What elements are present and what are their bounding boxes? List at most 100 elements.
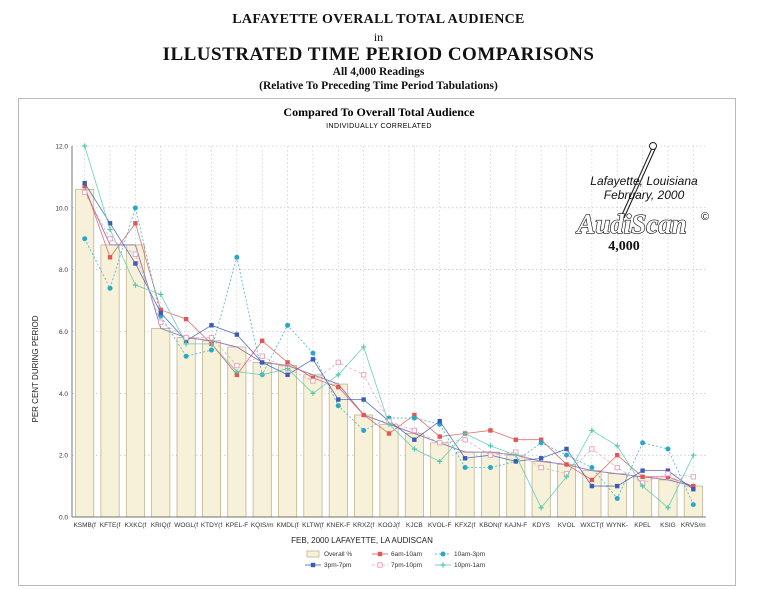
legend-label: 10am-3pm	[454, 551, 485, 558]
x-tick-label: KQIS/m	[251, 522, 274, 529]
x-tick-label: KMDL(f	[277, 522, 299, 529]
x-tick-label: KNEK-F	[326, 522, 350, 529]
legend-marker	[377, 551, 383, 557]
data-point	[437, 440, 443, 446]
legend-label: 7pm-10pm	[391, 562, 422, 569]
data-point	[132, 251, 139, 257]
x-tick-label: KRXZ(f	[353, 522, 375, 529]
data-point	[412, 412, 417, 418]
data-point	[513, 459, 518, 464]
data-point	[234, 332, 240, 337]
data-point	[158, 319, 164, 325]
data-point	[158, 307, 163, 313]
data-point	[183, 353, 189, 359]
data-point	[487, 465, 493, 471]
data-point	[285, 372, 290, 377]
data-point	[564, 446, 569, 452]
data-point	[183, 335, 189, 341]
x-tick-label: KFTE(f	[100, 522, 121, 529]
bar	[607, 473, 627, 518]
data-point	[437, 458, 443, 464]
x-tick-label: KRIQ(f	[151, 522, 171, 529]
data-point	[615, 452, 620, 458]
data-point	[234, 369, 240, 375]
legend-marker	[440, 551, 446, 557]
data-point	[310, 375, 316, 381]
data-point	[132, 205, 138, 211]
bar	[404, 433, 424, 518]
data-point	[614, 495, 620, 501]
data-point	[107, 285, 113, 291]
data-point	[107, 221, 113, 226]
data-point	[133, 221, 138, 226]
data-point	[234, 362, 240, 369]
location-text: Lafayette, Louisiana	[590, 174, 698, 188]
data-point	[183, 338, 189, 343]
data-point	[107, 236, 113, 242]
data-point	[310, 350, 316, 356]
data-point	[462, 456, 468, 461]
x-tick-label: KFXZ(f	[455, 522, 476, 529]
x-tick-label: KSMB(f	[73, 522, 96, 529]
data-point	[538, 464, 544, 471]
x-tick-label: KXKC(f	[125, 522, 147, 529]
data-point	[107, 226, 113, 233]
chart-subtitle: INDIVIDUALLY CORRELATED	[326, 123, 432, 130]
bar	[506, 454, 526, 518]
x-tick-label: KLTW(f	[302, 522, 324, 529]
data-point	[284, 366, 291, 372]
x-tick-label: WXCT(f	[580, 522, 603, 529]
axes: 0.0 2.0 4.0 6.0 8.0 10.0 12.0 KSMB(f KFTE(f KXKC(…	[55, 144, 706, 529]
data-point	[690, 474, 696, 480]
data-point	[437, 418, 442, 424]
x-axis-label: FEB, 2000 LAFAYETTE, LA AUDISCAN	[291, 536, 433, 545]
data-point	[589, 427, 595, 434]
data-point	[259, 372, 265, 378]
data-point	[665, 446, 671, 452]
data-point	[538, 440, 544, 446]
data-point	[462, 437, 468, 443]
data-point	[691, 486, 696, 492]
data-point	[234, 254, 240, 260]
report-readings: All 4,000 Readings	[332, 66, 425, 78]
data-point	[640, 483, 646, 489]
data-point	[640, 440, 646, 446]
data-point	[360, 372, 367, 378]
data-point	[158, 310, 163, 316]
data-point	[487, 452, 494, 458]
data-point	[208, 347, 214, 353]
data-point	[462, 465, 468, 471]
data-point	[589, 483, 595, 489]
data-point	[361, 427, 367, 433]
data-point	[538, 505, 544, 511]
data-point	[589, 446, 595, 452]
legend-marker	[310, 562, 316, 568]
data-point	[260, 360, 265, 365]
bar	[278, 365, 298, 518]
readings-count: 4,000	[608, 239, 640, 254]
data-point	[335, 359, 341, 366]
data-point	[234, 372, 240, 377]
x-tick-label: KPEL	[634, 522, 651, 529]
bar	[151, 328, 171, 518]
line-series	[82, 143, 696, 511]
data-point	[665, 471, 671, 477]
data-point	[563, 474, 570, 480]
data-point	[640, 474, 645, 480]
data-point	[411, 415, 417, 421]
data-point	[209, 323, 214, 328]
data-point	[614, 464, 620, 471]
pointer-knob	[649, 142, 657, 150]
data-point	[640, 468, 645, 473]
data-point	[487, 443, 494, 449]
data-point	[513, 437, 518, 442]
data-point	[82, 189, 88, 196]
data-point	[361, 397, 366, 402]
data-point	[208, 335, 215, 341]
legend-marker	[377, 562, 383, 568]
data-point	[310, 390, 316, 396]
time-period-chart: Compared To Overall Total Audience INDIV…	[31, 105, 709, 569]
x-tick-label: KJCB	[406, 522, 423, 529]
pointer-line	[620, 145, 654, 218]
x-tick-label: KAJN-F	[504, 522, 527, 529]
